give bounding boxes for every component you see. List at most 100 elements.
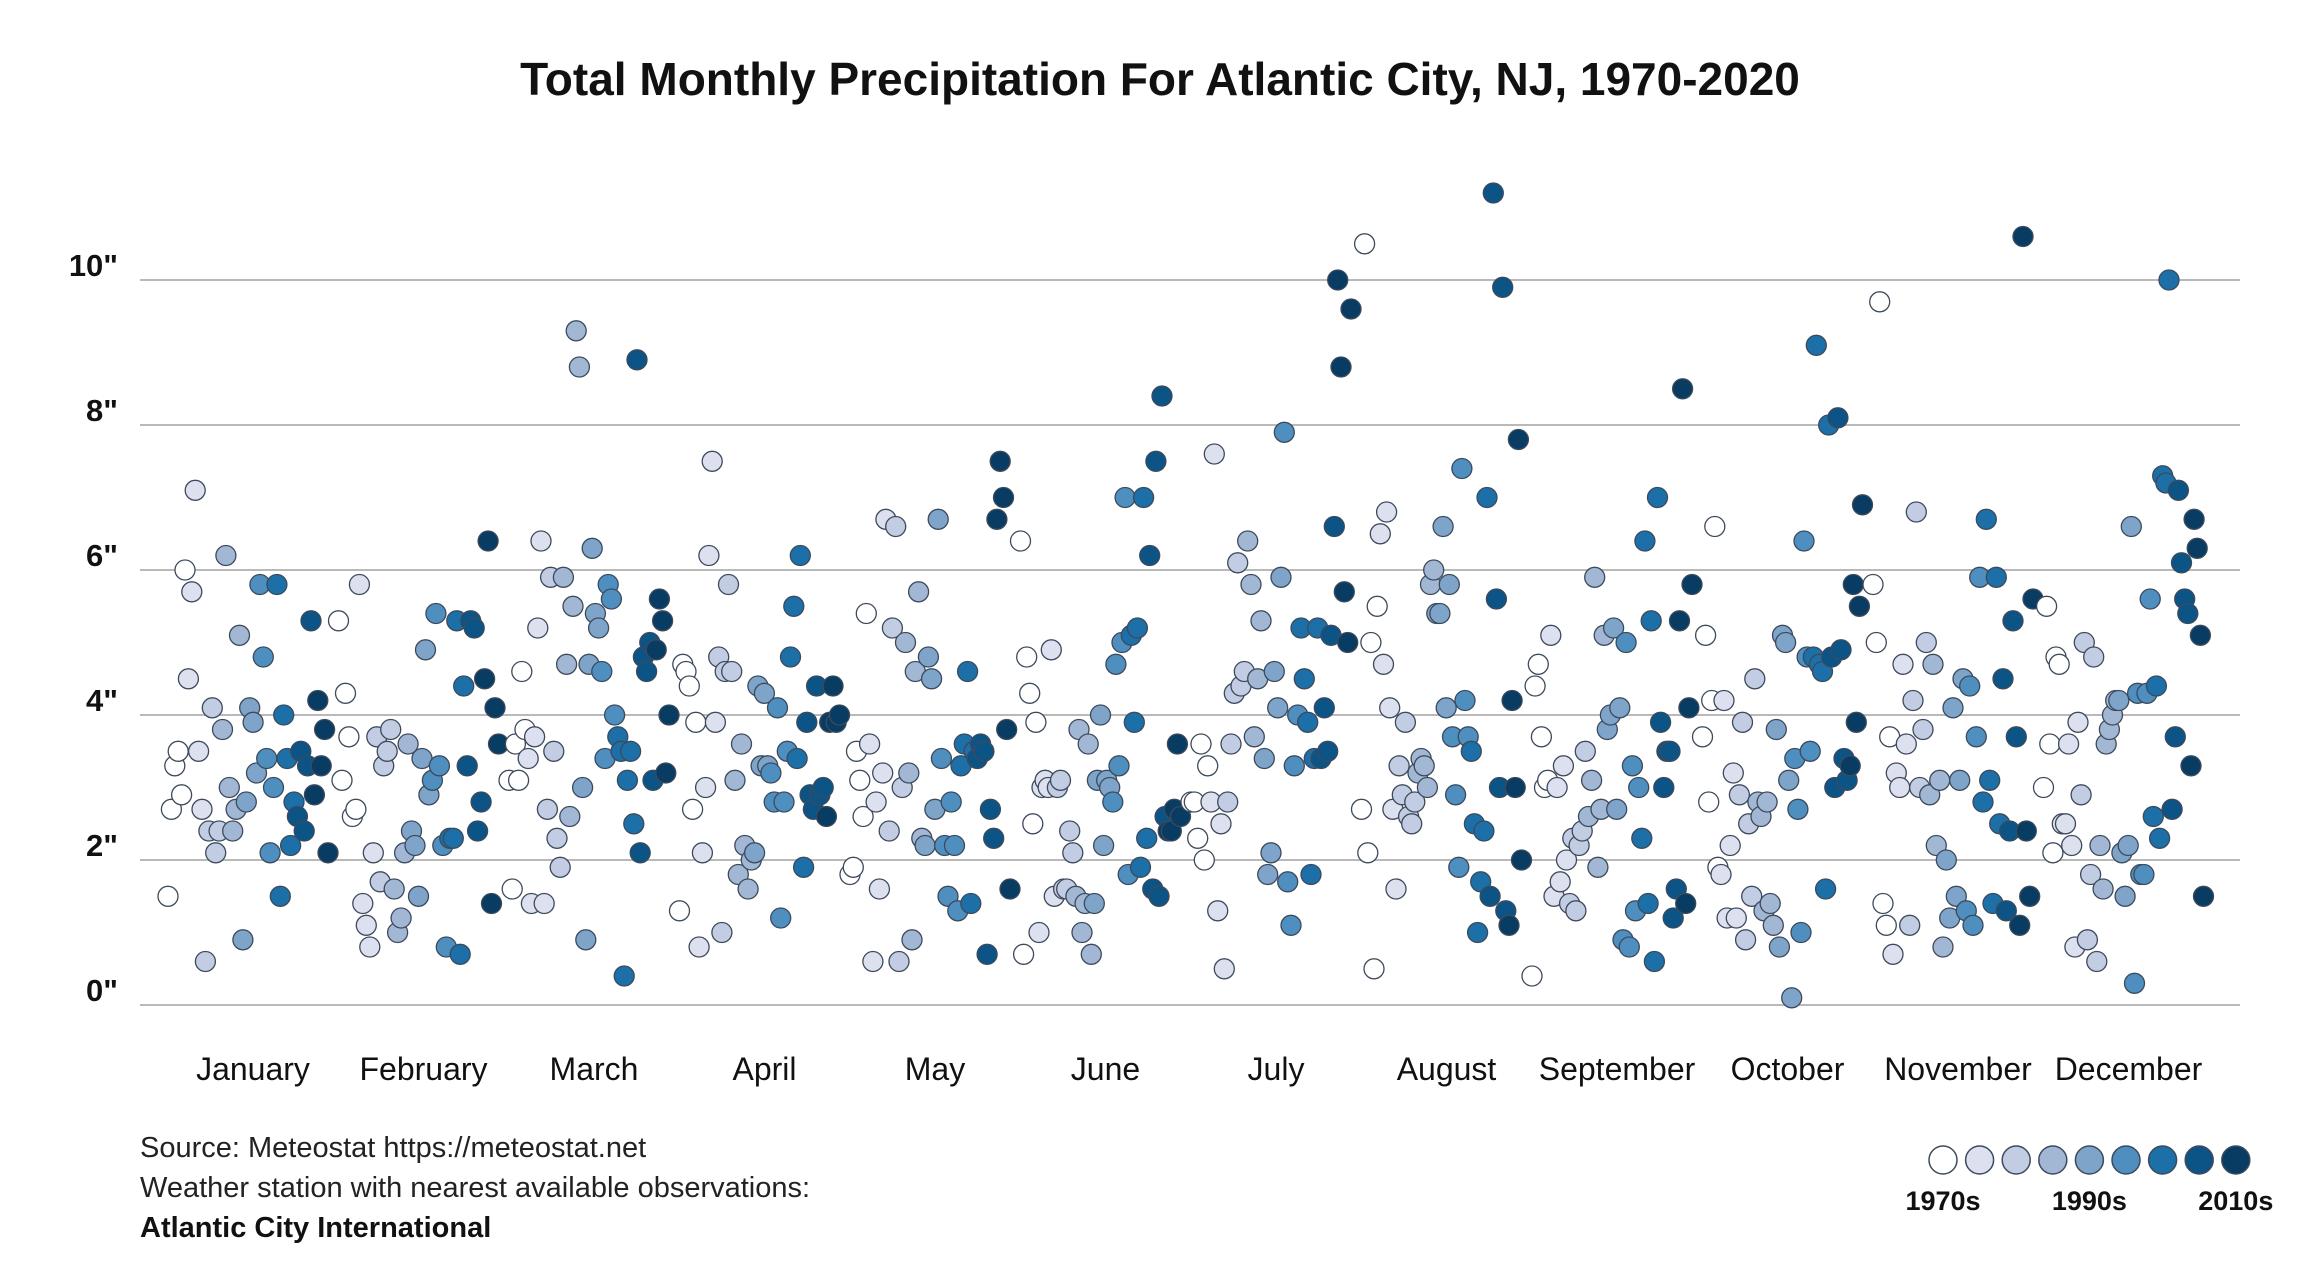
data-point xyxy=(1992,668,2014,690)
data-point xyxy=(266,573,288,596)
x-tick-label: January xyxy=(196,1051,310,1087)
data-point xyxy=(334,682,357,704)
data-point xyxy=(1602,617,1625,639)
data-point xyxy=(1019,682,1041,704)
data-point xyxy=(828,704,851,726)
station-caption: Weather station with nearest available o… xyxy=(140,1172,811,1204)
data-point xyxy=(1012,943,1035,965)
data-point xyxy=(1671,378,1694,400)
data-point xyxy=(1694,624,1717,646)
data-point xyxy=(1637,892,1659,915)
data-point xyxy=(1330,356,1352,378)
data-point xyxy=(878,820,900,842)
data-point xyxy=(1756,791,1778,813)
data-point xyxy=(1915,631,1937,654)
data-point xyxy=(2142,805,2164,828)
data-point xyxy=(783,595,805,617)
data-point xyxy=(303,784,326,806)
data-point xyxy=(685,711,707,733)
data-point xyxy=(1375,501,1398,523)
data-point xyxy=(629,842,651,864)
data-point xyxy=(1640,610,1662,632)
data-point xyxy=(1213,958,1235,980)
data-point xyxy=(1059,820,1081,842)
data-point xyxy=(1919,784,1941,806)
data-point xyxy=(1839,755,1861,777)
data-point xyxy=(1300,863,1322,886)
data-point xyxy=(352,892,374,915)
data-point xyxy=(616,769,639,791)
legend-swatch xyxy=(2111,1145,2141,1175)
data-point xyxy=(1728,784,1751,806)
x-tick-label: September xyxy=(1539,1051,1696,1087)
data-point xyxy=(181,581,203,603)
x-tick-label: July xyxy=(1248,1051,1305,1087)
data-point xyxy=(1357,842,1379,864)
data-point xyxy=(1260,842,1282,864)
data-point xyxy=(511,660,533,683)
data-point xyxy=(414,639,437,661)
x-tick-label: February xyxy=(359,1051,487,1087)
data-point xyxy=(1237,530,1259,552)
data-point xyxy=(1473,820,1495,842)
data-point xyxy=(380,718,402,741)
data-point xyxy=(1781,987,1803,1009)
data-point xyxy=(1114,486,1136,509)
data-point xyxy=(956,660,979,683)
station-name: Atlantic City International xyxy=(140,1212,492,1244)
data-point xyxy=(2092,878,2114,900)
data-point xyxy=(1540,624,1562,646)
data-point xyxy=(1975,508,1997,530)
data-point xyxy=(600,588,623,610)
data-point xyxy=(865,791,887,813)
data-point xyxy=(571,776,594,799)
data-point xyxy=(1643,950,1666,973)
data-point xyxy=(872,762,894,784)
data-point xyxy=(691,842,714,864)
data-point xyxy=(2061,834,2083,857)
data-point xyxy=(507,769,530,791)
data-point xyxy=(463,617,485,639)
data-point xyxy=(2076,929,2099,951)
data-point xyxy=(1263,660,1285,683)
data-point xyxy=(1327,269,1349,291)
data-point xyxy=(1646,486,1669,509)
data-point xyxy=(2177,602,2199,625)
data-point xyxy=(822,675,844,697)
data-point xyxy=(562,595,584,617)
data-point xyxy=(1741,885,1763,907)
data-point xyxy=(1510,849,1533,871)
data-point xyxy=(1313,697,1335,719)
data-point xyxy=(655,762,677,784)
data-point xyxy=(1659,740,1681,762)
data-point xyxy=(191,798,213,820)
data-point xyxy=(1151,385,1173,407)
data-point xyxy=(1444,784,1467,806)
data-point xyxy=(1366,595,1388,617)
y-tick-label: 8" xyxy=(86,393,118,428)
data-point xyxy=(1574,740,1596,762)
data-point xyxy=(480,892,503,915)
data-point xyxy=(279,834,302,857)
data-point xyxy=(770,907,792,929)
data-point xyxy=(1681,573,1703,596)
data-point xyxy=(1207,900,1229,922)
data-point xyxy=(1438,573,1460,596)
x-tick-label: April xyxy=(732,1051,796,1087)
data-point xyxy=(1267,697,1289,719)
data-point xyxy=(262,776,285,799)
data-point xyxy=(1851,494,1874,516)
data-point xyxy=(681,798,704,820)
data-point xyxy=(546,827,568,849)
data-point xyxy=(1136,827,1158,849)
data-point xyxy=(591,660,613,683)
data-point xyxy=(523,726,546,748)
data-point xyxy=(559,805,581,828)
data-point xyxy=(2002,610,2024,632)
data-point xyxy=(355,914,377,936)
data-point xyxy=(1580,769,1603,791)
data-point xyxy=(1280,914,1302,936)
data-point xyxy=(613,965,635,987)
data-point xyxy=(1962,914,1984,936)
data-point xyxy=(792,856,815,878)
